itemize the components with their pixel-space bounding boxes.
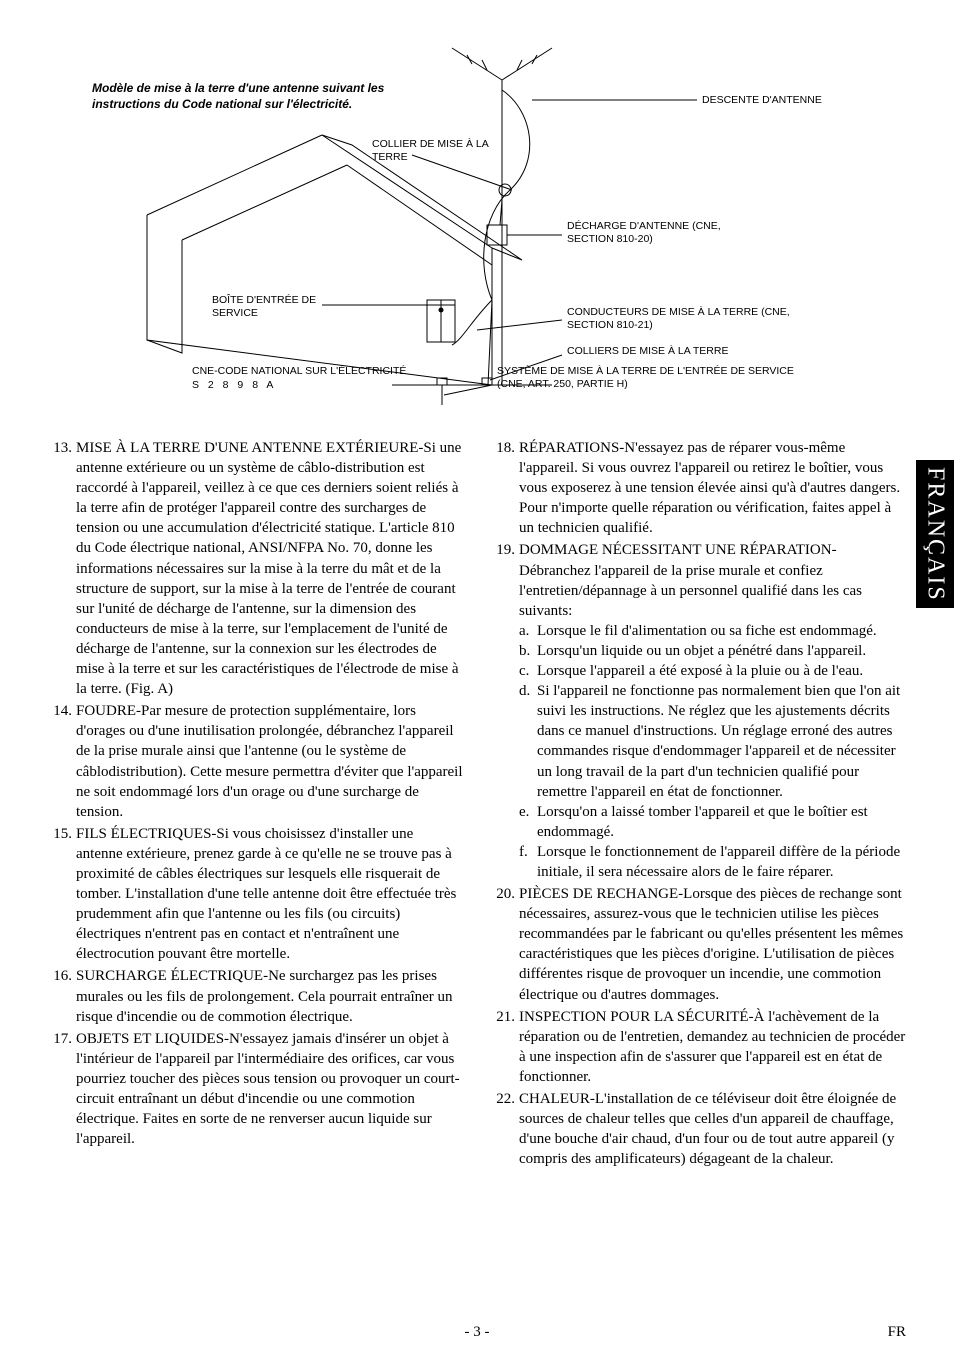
list-item: 16.SURCHARGE ÉLECTRIQUE-Ne surchargez pa… [48, 966, 463, 1026]
list-item-number: 20. [491, 884, 519, 1005]
sub-list: a.Lorsque le fil d'alimentation ou sa fi… [519, 621, 906, 882]
label-cne-code: CNE-CODE NATIONAL SUR L'ÉLECTRICITÉ [192, 365, 422, 378]
list-item: 17.OBJETS ET LIQUIDES-N'essayez jamais d… [48, 1029, 463, 1150]
list-item-number: 13. [48, 438, 76, 699]
sub-list-item: b.Lorsqu'un liquide ou un objet a pénétr… [519, 641, 906, 661]
language-side-tab-text: FRANÇAIS [922, 467, 949, 602]
list-item-number: 21. [491, 1007, 519, 1087]
sub-list-item: e.Lorsqu'on a laissé tomber l'appareil e… [519, 802, 906, 842]
list-item-number: 19. [491, 540, 519, 882]
list-item-body: DOMMAGE NÉCESSITANT UNE RÉPARATION-Débra… [519, 540, 906, 882]
list-item: 20.PIÈCES DE RECHANGE-Lorsque des pièces… [491, 884, 906, 1005]
list-item: 15.FILS ÉLECTRIQUES-Si vous choisissez d… [48, 824, 463, 965]
sub-list-item: f.Lorsque le fonctionnement de l'apparei… [519, 842, 906, 882]
label-collier: COLLIER DE MISE À LA TERRE [372, 138, 492, 164]
list-item-body: CHALEUR-L'installation de ce téléviseur … [519, 1089, 906, 1169]
list-item-number: 22. [491, 1089, 519, 1169]
label-serial: S 2 8 9 8 A [192, 379, 422, 392]
main-list: 13.MISE À LA TERRE D'UNE ANTENNE EXTÉRIE… [48, 438, 906, 1169]
list-item-number: 18. [491, 438, 519, 538]
list-item-number: 16. [48, 966, 76, 1026]
list-item-number: 15. [48, 824, 76, 965]
sub-list-letter: c. [519, 661, 537, 681]
list-item: 21.INSPECTION POUR LA SÉCURITÉ-À l'achèv… [491, 1007, 906, 1087]
page-number: - 3 - [465, 1324, 490, 1341]
list-item-body: OBJETS ET LIQUIDES-N'essayez jamais d'in… [76, 1029, 463, 1150]
sub-list-body: Si l'appareil ne fonctionne pas normalem… [537, 681, 906, 802]
sub-list-item: a.Lorsque le fil d'alimentation ou sa fi… [519, 621, 906, 641]
sub-list-letter: d. [519, 681, 537, 802]
label-boite: BOÎTE D'ENTRÉE DE SERVICE [212, 294, 342, 320]
sub-list-letter: f. [519, 842, 537, 882]
sub-list-letter: b. [519, 641, 537, 661]
list-item-number: 17. [48, 1029, 76, 1150]
list-item-body: FILS ÉLECTRIQUES-Si vous choisissez d'in… [76, 824, 463, 965]
sub-list-item: d.Si l'appareil ne fonctionne pas normal… [519, 681, 906, 802]
list-item: 13.MISE À LA TERRE D'UNE ANTENNE EXTÉRIE… [48, 438, 463, 699]
list-item: 19.DOMMAGE NÉCESSITANT UNE RÉPARATION-Dé… [491, 540, 906, 882]
list-item-body: RÉPARATIONS-N'essayez pas de réparer vou… [519, 438, 906, 538]
label-systeme: SYSTÈME DE MISE À LA TERRE DE L'ENTRÉE D… [497, 365, 797, 391]
label-decharge: DÉCHARGE D'ANTENNE (CNE, SECTION 810-20) [567, 220, 767, 246]
list-item-number: 14. [48, 701, 76, 822]
footer-lang: FR [888, 1324, 906, 1341]
page: Modèle de mise à la terre d'une antenne … [0, 0, 954, 1348]
list-item-body: SURCHARGE ÉLECTRIQUE-Ne surchargez pas l… [76, 966, 463, 1026]
sub-list-body: Lorsqu'un liquide ou un objet a pénétré … [537, 641, 906, 661]
sub-list-item: c.Lorsque l'appareil a été exposé à la p… [519, 661, 906, 681]
list-item-body: MISE À LA TERRE D'UNE ANTENNE EXTÉRIEURE… [76, 438, 463, 699]
sub-list-body: Lorsqu'on a laissé tomber l'appareil et … [537, 802, 906, 842]
language-side-tab: FRANÇAIS [916, 460, 954, 608]
list-item: 14.FOUDRE-Par mesure de protection suppl… [48, 701, 463, 822]
list-item-body: FOUDRE-Par mesure de protection suppléme… [76, 701, 463, 822]
list-item: 18.RÉPARATIONS-N'essayez pas de réparer … [491, 438, 906, 538]
label-conducteurs: CONDUCTEURS DE MISE À LA TERRE (CNE, SEC… [567, 306, 817, 332]
label-colliers-terre: COLLIERS DE MISE À LA TERRE [567, 345, 817, 358]
body-columns: 13.MISE À LA TERRE D'UNE ANTENNE EXTÉRIE… [48, 438, 906, 1169]
list-item: 22.CHALEUR-L'installation de ce télévise… [491, 1089, 906, 1169]
label-descente: DESCENTE D'ANTENNE [702, 94, 872, 107]
grounding-figure: Modèle de mise à la terre d'une antenne … [92, 40, 862, 410]
sub-list-letter: a. [519, 621, 537, 641]
sub-list-letter: e. [519, 802, 537, 842]
list-item-body: INSPECTION POUR LA SÉCURITÉ-À l'achèveme… [519, 1007, 906, 1087]
figure-caption: Modèle de mise à la terre d'une antenne … [92, 80, 412, 112]
sub-list-body: Lorsque le fil d'alimentation ou sa fich… [537, 621, 906, 641]
list-item-body: PIÈCES DE RECHANGE-Lorsque des pièces de… [519, 884, 906, 1005]
sub-list-body: Lorsque le fonctionnement de l'appareil … [537, 842, 906, 882]
sub-list-body: Lorsque l'appareil a été exposé à la plu… [537, 661, 906, 681]
